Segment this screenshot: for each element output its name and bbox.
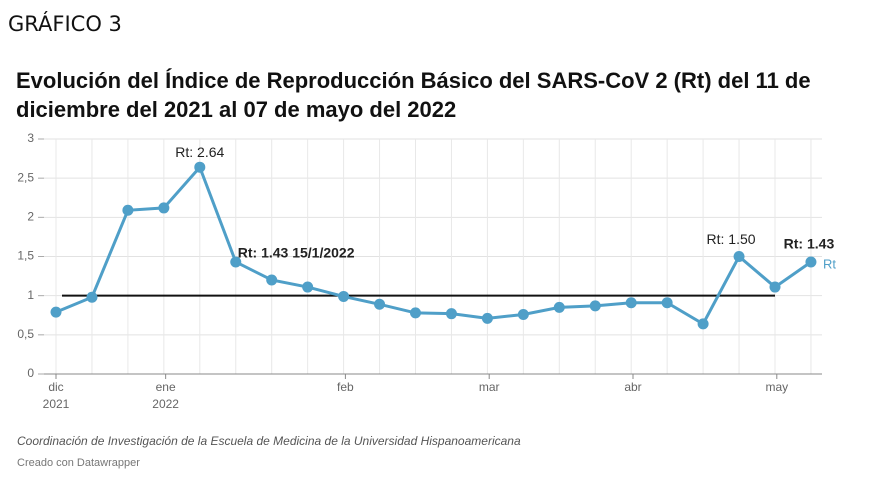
x-tick-label: may	[765, 380, 788, 394]
point	[230, 256, 242, 268]
y-tick-label: 1	[27, 288, 34, 302]
point	[86, 291, 98, 303]
point	[481, 312, 493, 324]
point	[122, 204, 134, 216]
x-tick-label-line: feb	[337, 380, 354, 394]
x-tick-label-line: dic	[48, 380, 63, 394]
point	[733, 251, 745, 262]
x-tick-label-line: mar	[479, 380, 500, 394]
source: Coordinación de Investigación de la Escu…	[17, 434, 521, 448]
point	[697, 318, 709, 330]
x-tick-label: abr	[624, 380, 641, 394]
point	[445, 308, 457, 320]
chart: 0 0,5 1 1,5 2 2,5 3 dic 2021 ene 2022 feb mar abr may R…	[17, 131, 836, 411]
y-tick-label: 1,5	[17, 249, 34, 263]
x-tick-label: mar	[479, 380, 500, 394]
series-label: Rt	[823, 256, 836, 271]
point	[517, 308, 529, 320]
point	[302, 281, 314, 293]
point	[338, 290, 350, 302]
point	[50, 306, 62, 318]
point	[625, 297, 637, 309]
header: GRÁFICO 3	[8, 12, 122, 36]
point	[266, 274, 278, 286]
x-tick-label: feb	[337, 380, 354, 394]
annotation: Rt: 1.50	[707, 231, 756, 247]
point	[661, 297, 673, 309]
credit: Creado con Datawrapper	[17, 457, 140, 469]
line	[55, 164, 812, 326]
x-tick-label-line: 2022	[152, 397, 179, 411]
y-tick-label: 2,5	[17, 170, 34, 184]
annotation: Rt: 1.43 15/1/2022	[238, 245, 355, 261]
point	[805, 256, 817, 268]
x-tick-label-line: ene	[156, 380, 176, 394]
point	[553, 301, 565, 313]
annotation: Rt: 1.43	[784, 236, 835, 252]
point	[158, 202, 170, 214]
point	[194, 161, 206, 173]
x-tick-label-line: may	[765, 380, 788, 394]
y-tick-label: 0,5	[17, 327, 34, 341]
chart-title: Evolución del Índice de Reproducción Bás…	[16, 68, 811, 122]
annotation: Rt: 2.64	[175, 144, 224, 160]
x-tick-label: ene 2022	[152, 380, 179, 411]
y-tick-label: 2	[27, 210, 34, 224]
y-tick-label: 0	[27, 366, 34, 380]
point	[410, 307, 421, 319]
x-tick-label-line: abr	[624, 380, 641, 394]
point	[589, 300, 601, 312]
point	[374, 298, 386, 310]
point	[769, 281, 781, 293]
y-tick-label: 3	[27, 131, 34, 145]
x-tick-label-line: 2021	[43, 397, 70, 411]
x-tick-label: dic 2021	[43, 380, 70, 411]
